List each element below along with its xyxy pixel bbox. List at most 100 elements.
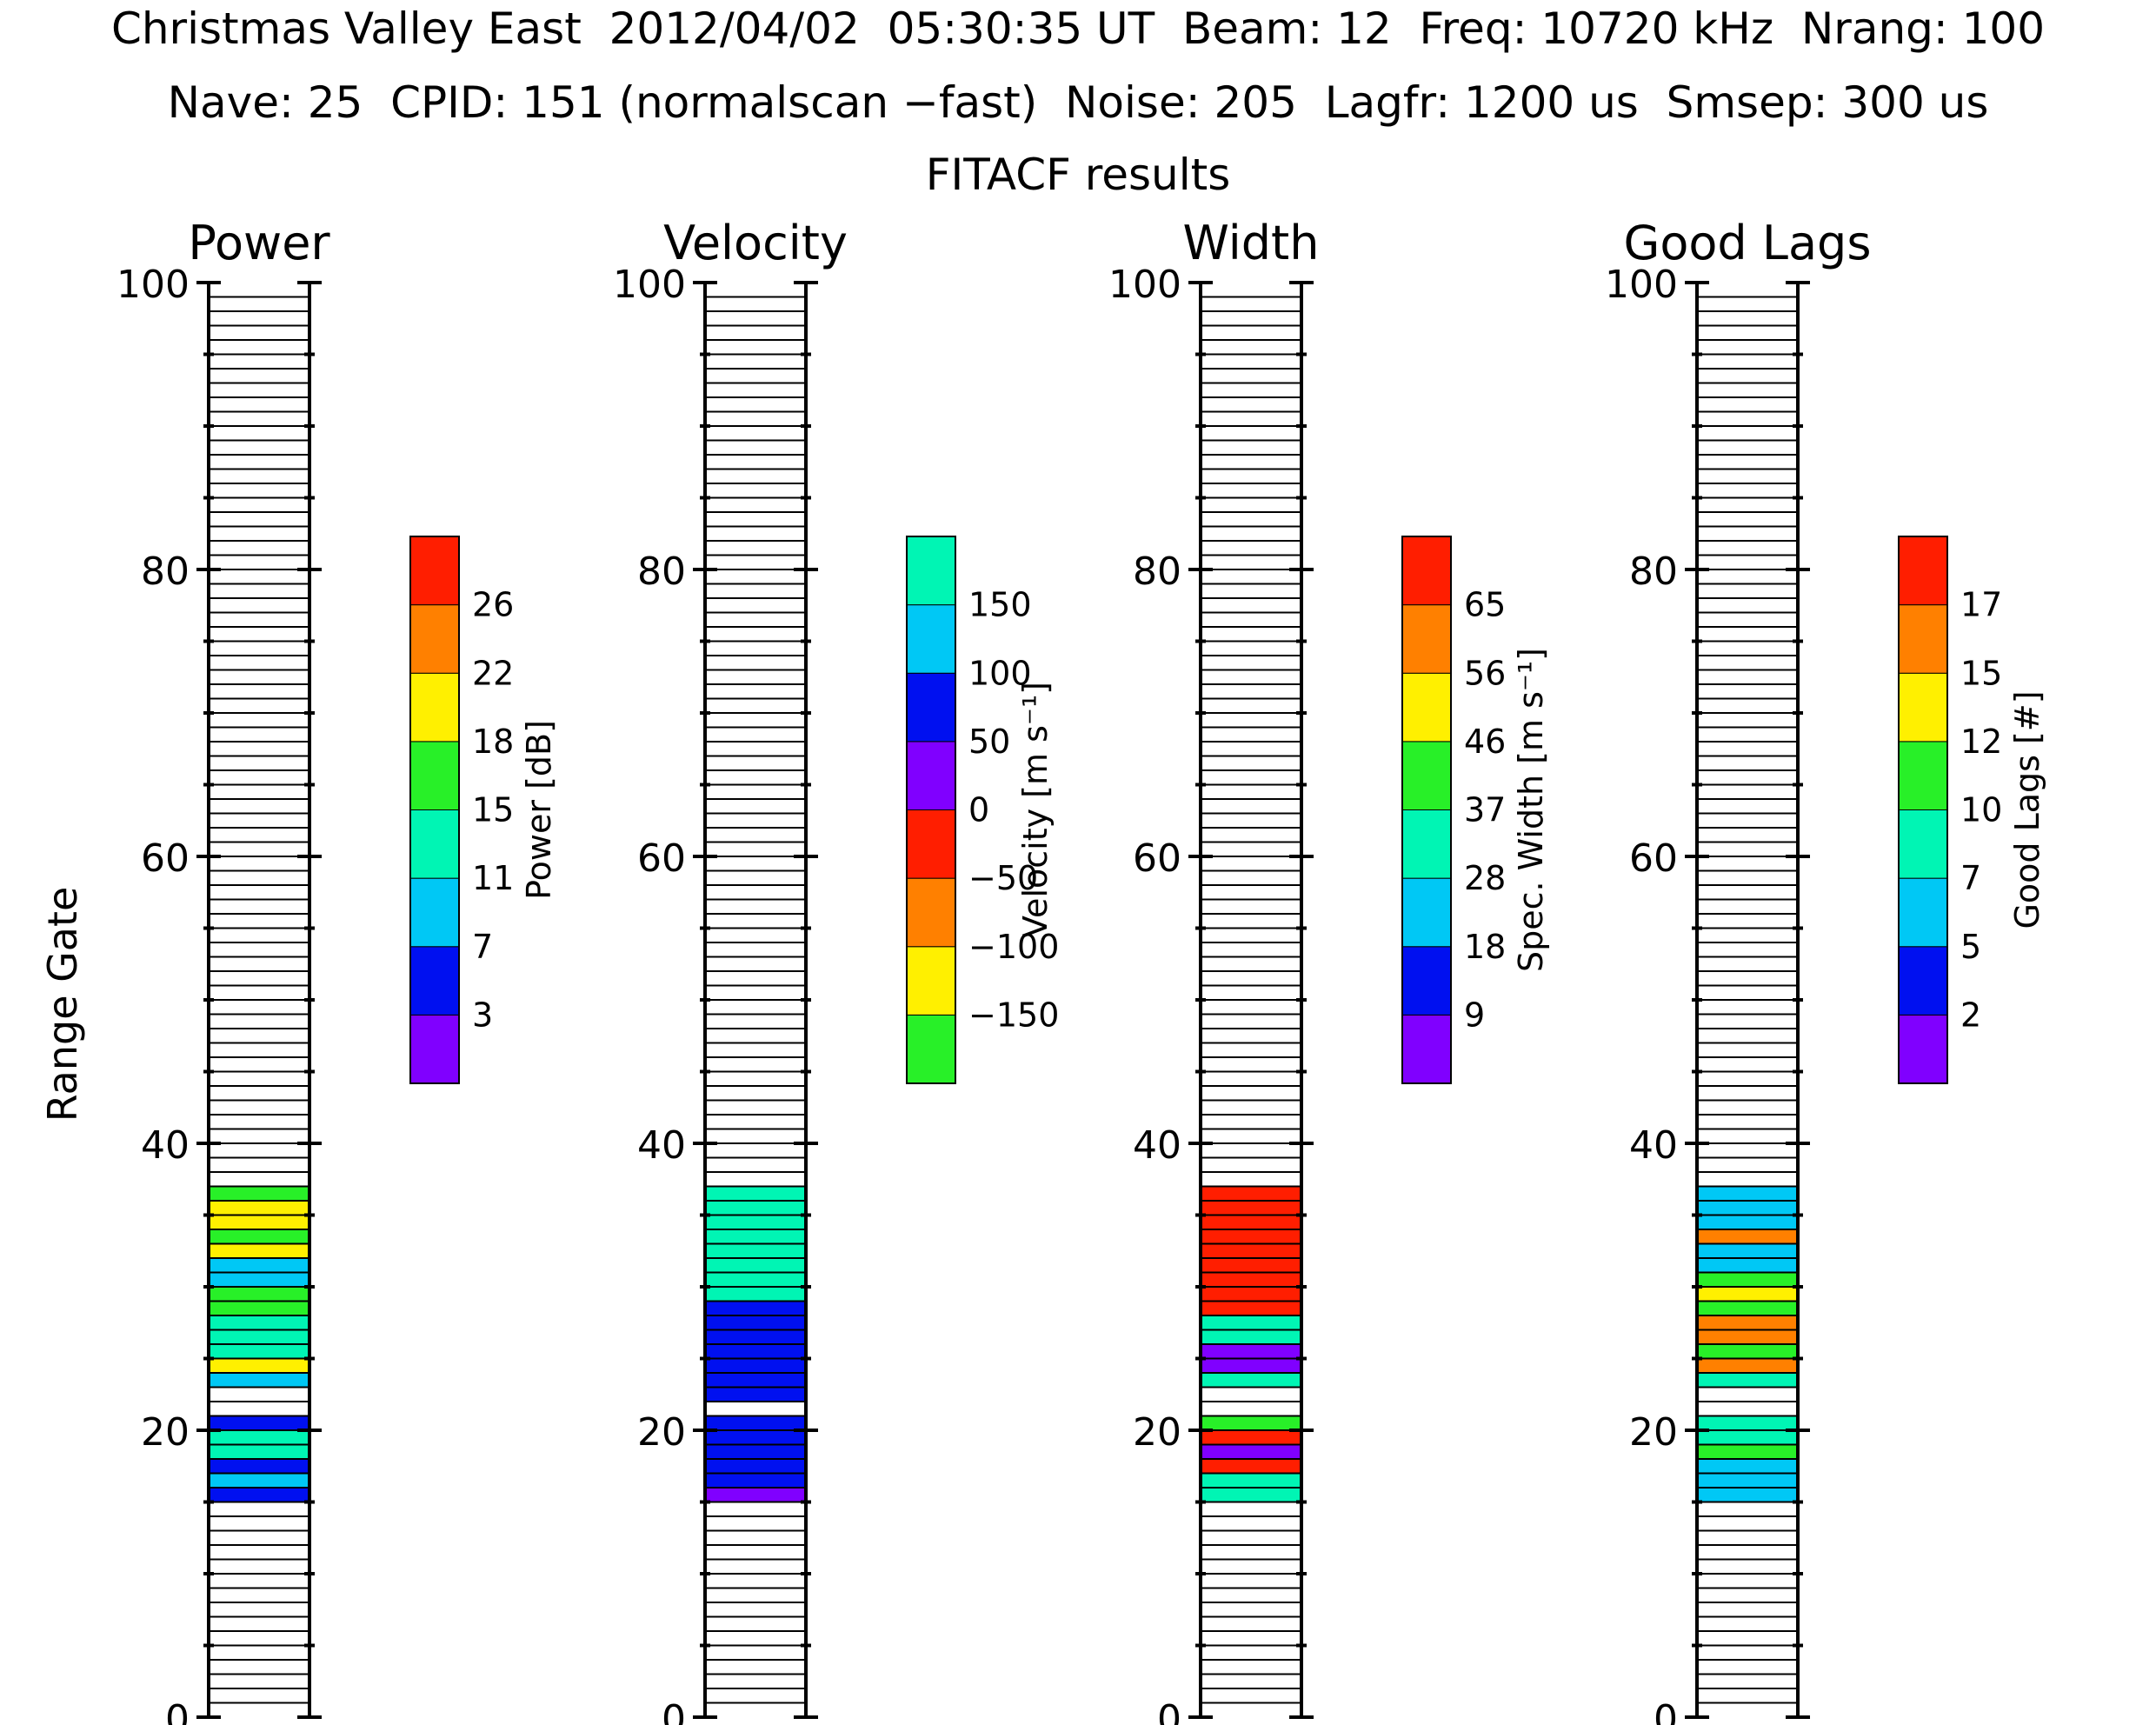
range-gate-cell — [705, 1459, 806, 1474]
colorbar-segment — [1898, 604, 1948, 674]
range-gate-cell — [1697, 1358, 1798, 1373]
colorbar-segment — [409, 877, 460, 948]
range-gate-cell — [1201, 1358, 1301, 1373]
colorbar-tick-label: −50 — [968, 859, 1038, 897]
range-gate-cell — [1697, 1459, 1798, 1474]
colorbar-tick-label: 100 — [968, 654, 1032, 692]
colorbar-label: Good Lags [#] — [2008, 690, 2046, 929]
colorbar-tick-label: 18 — [472, 723, 514, 761]
range-gate-cell — [1697, 1229, 1798, 1244]
colorbar-segment — [409, 672, 460, 743]
gate-grid — [1201, 296, 1301, 1704]
y-tick-label: 20 — [141, 1410, 190, 1455]
colorbar-segment — [906, 536, 956, 606]
range-gate-cell — [209, 1315, 309, 1330]
colorbar-segment — [1401, 604, 1452, 674]
range-gate-cell — [1697, 1258, 1798, 1273]
colorbar-segment — [1401, 1014, 1452, 1084]
range-gate-cell — [1697, 1430, 1798, 1445]
range-gate-cell — [209, 1201, 309, 1215]
range-gate-cell — [209, 1287, 309, 1302]
panel-title: Power — [188, 216, 330, 270]
colorbar-segment — [906, 946, 956, 1016]
colorbar-tick-label: 15 — [472, 791, 514, 829]
colorbar-frame — [409, 536, 460, 1084]
y-tick-label: 100 — [1108, 263, 1181, 307]
range-gate-cell — [209, 1459, 309, 1474]
gate-grid — [209, 296, 309, 1704]
colorbar-tick-label: 46 — [1464, 723, 1506, 761]
range-gate-cell — [1697, 1373, 1798, 1388]
colorbar-tick-label: 56 — [1464, 654, 1506, 692]
range-gate-cell — [209, 1344, 309, 1359]
range-gate-cell — [1697, 1215, 1798, 1229]
colorbar-segment — [906, 809, 956, 879]
gate-grid — [705, 296, 806, 1704]
colorbar-segment — [1401, 877, 1452, 948]
colorbar-tick-label: 5 — [1960, 928, 1981, 966]
y-tick-label: 60 — [637, 836, 686, 881]
range-gate-cell — [705, 1444, 806, 1459]
range-gate-cell — [1201, 1258, 1301, 1273]
colorbar-segment — [1898, 809, 1948, 879]
range-gate-cell — [1201, 1473, 1301, 1488]
range-gate-cell — [209, 1301, 309, 1315]
range-gate-cell — [209, 1373, 309, 1388]
colorbar-segment — [1898, 536, 1948, 606]
range-gate-cell — [1201, 1272, 1301, 1287]
range-gate-cell — [705, 1229, 806, 1244]
range-gate-cell — [705, 1373, 806, 1388]
range-gate-cell — [1201, 1488, 1301, 1502]
y-tick-label: 0 — [1654, 1697, 1678, 1725]
colorbar-segment — [1898, 1014, 1948, 1084]
colorbar-frame — [1401, 536, 1452, 1084]
range-gate-cell — [1201, 1186, 1301, 1201]
range-gate-cell — [705, 1387, 806, 1402]
y-tick-label: 80 — [1133, 549, 1181, 594]
colorbar-segment — [906, 672, 956, 743]
y-tick-label: 80 — [637, 549, 686, 594]
colorbar-tick-label: −150 — [968, 996, 1059, 1034]
range-gate-cell — [1201, 1430, 1301, 1445]
range-gate-cell — [1201, 1215, 1301, 1229]
range-gate-cell — [1697, 1315, 1798, 1330]
range-gate-cell — [209, 1488, 309, 1502]
colorbar-tick-label: 9 — [1464, 996, 1485, 1034]
header-line-2: Nave: 25 CPID: 151 (normalscan −fast) No… — [168, 77, 1989, 128]
range-gate-cell — [1201, 1229, 1301, 1244]
colorbar-tick-label: 10 — [1960, 791, 2002, 829]
range-gate-cell — [1201, 1444, 1301, 1459]
colorbar-segment — [409, 604, 460, 674]
colorbar-tick-label: 28 — [1464, 859, 1506, 897]
range-gate-cell — [705, 1301, 806, 1315]
range-gate-cell — [1201, 1301, 1301, 1315]
range-gate-cell — [209, 1329, 309, 1344]
colorbar-tick-label: 65 — [1464, 586, 1506, 624]
y-tick-label: 0 — [165, 1697, 190, 1725]
range-gate-cell — [209, 1358, 309, 1373]
y-tick-label: 100 — [613, 263, 686, 307]
range-gate-cell — [705, 1243, 806, 1258]
colorbar-tick-label: 37 — [1464, 791, 1506, 829]
range-gate-cell — [1201, 1459, 1301, 1474]
range-gate-cell — [209, 1186, 309, 1201]
range-gate-cell — [209, 1229, 309, 1244]
colorbar-tick-label: 50 — [968, 723, 1010, 761]
colorbar-tick-label: 3 — [472, 996, 493, 1034]
y-tick-label: 80 — [141, 549, 190, 594]
colorbar-tick-label: 17 — [1960, 586, 2002, 624]
colorbar-tick-label: 12 — [1960, 723, 2002, 761]
y-tick-label: 40 — [1629, 1123, 1678, 1168]
colorbar-tick-label: 0 — [968, 791, 989, 829]
range-gate-cell — [1201, 1243, 1301, 1258]
range-gate-cell — [705, 1287, 806, 1302]
colorbar-tick-label: 18 — [1464, 928, 1506, 966]
range-gate-cell — [1201, 1315, 1301, 1330]
range-gate-cell — [1697, 1243, 1798, 1258]
colorbar-tick-label: −100 — [968, 928, 1059, 966]
range-gate-cell — [705, 1329, 806, 1344]
range-gate-cell — [1201, 1329, 1301, 1344]
range-gate-cell — [705, 1272, 806, 1287]
y-axis-label: Range Gate — [39, 887, 86, 1122]
